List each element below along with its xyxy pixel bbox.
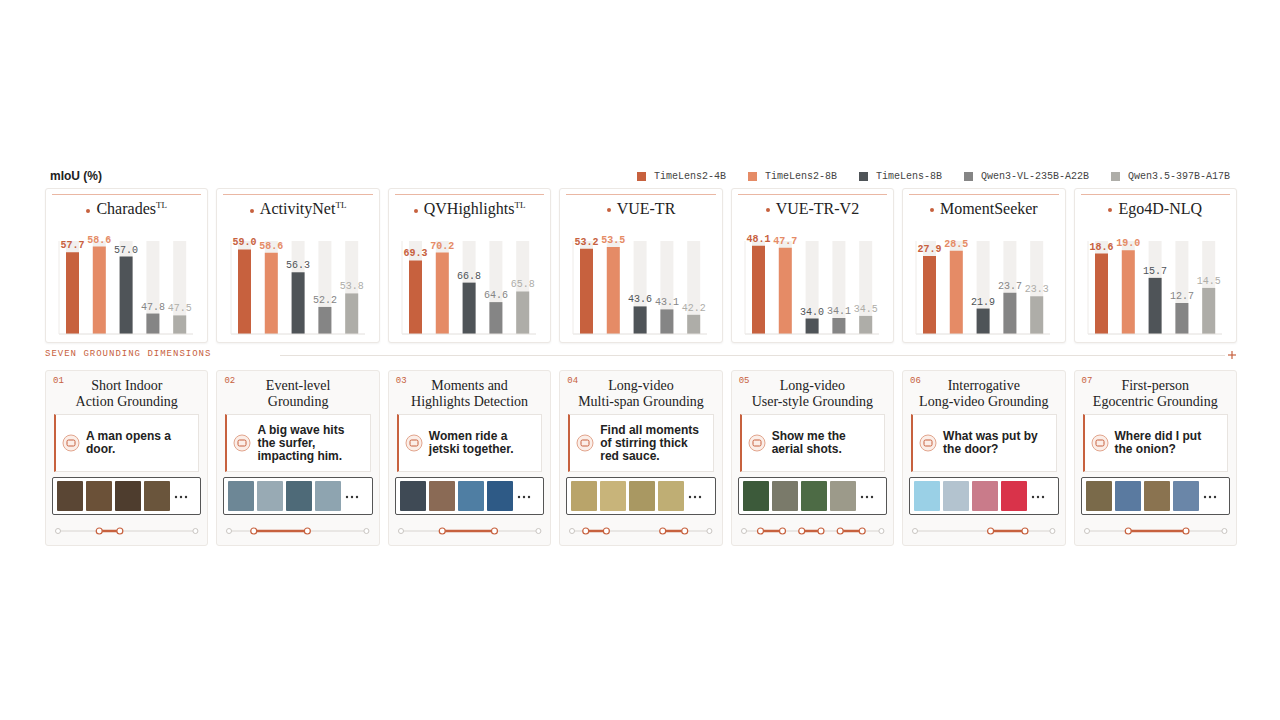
html-text:01: 01 xyxy=(53,376,64,386)
html-text:TimeLens2-8B: TimeLens2-8B xyxy=(764,171,837,182)
html-text:06: 06 xyxy=(910,376,921,386)
svg-text:48.1: 48.1 xyxy=(746,234,770,245)
html-text:ActivityNetTL: ActivityNetTL xyxy=(259,200,347,218)
svg-text:15.7: 15.7 xyxy=(1143,266,1167,277)
svg-text:70.2: 70.2 xyxy=(430,241,454,252)
svg-text:42.2: 42.2 xyxy=(682,303,706,314)
html-text:Action Grounding: Action Grounding xyxy=(75,394,178,409)
svg-text:23.7: 23.7 xyxy=(998,281,1022,292)
svg-text:65.8: 65.8 xyxy=(511,279,535,290)
svg-text:27.9: 27.9 xyxy=(918,244,942,255)
html-text:VUE-TR-V2: VUE-TR-V2 xyxy=(775,200,860,217)
html-text:First-person: First-person xyxy=(1121,378,1190,393)
html-text:Long-video: Long-video xyxy=(779,378,846,393)
html-text:Event-level: Event-level xyxy=(265,378,331,393)
svg-text:52.2: 52.2 xyxy=(313,295,337,306)
html-text:Qwen3.5-397B-A17B: Qwen3.5-397B-A17B xyxy=(1128,171,1230,182)
svg-text:53.8: 53.8 xyxy=(339,281,363,292)
html-text:Long-video Grounding: Long-video Grounding xyxy=(919,394,1049,409)
html-text:Interrogative: Interrogative xyxy=(947,378,1020,393)
svg-text:19.0: 19.0 xyxy=(1116,238,1140,249)
svg-text:57.7: 57.7 xyxy=(61,240,85,251)
html-text:04: 04 xyxy=(567,376,579,386)
html-text:Multi-span Grounding: Multi-span Grounding xyxy=(578,394,704,409)
svg-text:43.1: 43.1 xyxy=(655,297,679,308)
html-text:Grounding: Grounding xyxy=(267,394,329,409)
svg-text:47.5: 47.5 xyxy=(168,303,192,314)
html-text:Ego4D-NLQ: Ego4D-NLQ xyxy=(1118,200,1202,217)
svg-text:56.3: 56.3 xyxy=(286,260,310,271)
html-text:mIoU (%): mIoU (%) xyxy=(50,169,102,183)
svg-text:57.0: 57.0 xyxy=(114,245,138,256)
html-text:Short Indoor: Short Indoor xyxy=(91,378,163,393)
html-text:TimeLens2-4B: TimeLens2-4B xyxy=(653,171,726,182)
html-text:QVHighlightsTL: QVHighlightsTL xyxy=(423,200,526,218)
svg-text:23.3: 23.3 xyxy=(1025,284,1049,295)
svg-text:53.2: 53.2 xyxy=(575,237,599,248)
svg-text:14.5: 14.5 xyxy=(1196,276,1220,287)
html-text:CharadesTL: CharadesTL xyxy=(96,200,167,218)
svg-text:53.5: 53.5 xyxy=(602,235,626,246)
html-text:Highlights Detection: Highlights Detection xyxy=(411,394,529,409)
svg-text:28.5: 28.5 xyxy=(945,239,969,250)
html-text:Find all moments of stirring t: Find all moments of stirring thick red s… xyxy=(600,422,699,463)
html-text:02: 02 xyxy=(224,376,236,386)
html-text:User-style Grounding: User-style Grounding xyxy=(751,394,874,409)
svg-text:12.7: 12.7 xyxy=(1170,291,1194,302)
html-text:Qwen3-VL-235B-A22B: Qwen3-VL-235B-A22B xyxy=(980,171,1089,182)
svg-text:34.0: 34.0 xyxy=(800,307,824,318)
html-text:03: 03 xyxy=(395,376,407,386)
html-text:Where did I put the onion?: Where did I put the onion? xyxy=(1114,429,1202,456)
html-text:MomentSeeker: MomentSeeker xyxy=(939,200,1038,217)
svg-text:64.6: 64.6 xyxy=(484,290,508,301)
svg-text:58.6: 58.6 xyxy=(87,235,111,246)
svg-text:47.7: 47.7 xyxy=(773,236,797,247)
html-text:Women ride a jetski together.: Women ride a jetski together. xyxy=(428,429,514,456)
html-text:A big wave hits the surfer, im: A big wave hits the surfer, impacting hi… xyxy=(257,422,345,463)
html-text:05: 05 xyxy=(738,376,750,386)
html-text:Egocentric Grounding: Egocentric Grounding xyxy=(1092,394,1218,409)
svg-text:43.6: 43.6 xyxy=(629,294,653,305)
html-text:07: 07 xyxy=(1081,376,1093,386)
html-text:Long-video: Long-video xyxy=(608,378,674,393)
svg-text:34.1: 34.1 xyxy=(827,306,851,317)
svg-text:58.6: 58.6 xyxy=(259,241,283,252)
svg-text:47.8: 47.8 xyxy=(141,302,165,313)
html-text:What was put by the door?: What was put by the door? xyxy=(943,429,1038,456)
html-text:SEVEN GROUNDING DIMENSIONS: SEVEN GROUNDING DIMENSIONS xyxy=(45,349,212,359)
html-text:A man opens a door.: A man opens a door. xyxy=(86,429,171,456)
svg-text:21.9: 21.9 xyxy=(971,297,995,308)
svg-text:66.8: 66.8 xyxy=(457,271,481,282)
html-text:Show me the aerial shots.: Show me the aerial shots. xyxy=(771,429,846,456)
html-text:VUE-TR: VUE-TR xyxy=(616,200,676,217)
svg-text:34.5: 34.5 xyxy=(854,304,878,315)
svg-text:69.3: 69.3 xyxy=(404,248,428,259)
svg-text:18.6: 18.6 xyxy=(1089,242,1113,253)
svg-text:59.0: 59.0 xyxy=(232,237,256,248)
html-text:TimeLens-8B: TimeLens-8B xyxy=(875,171,942,182)
html-text:Moments and: Moments and xyxy=(431,378,508,393)
